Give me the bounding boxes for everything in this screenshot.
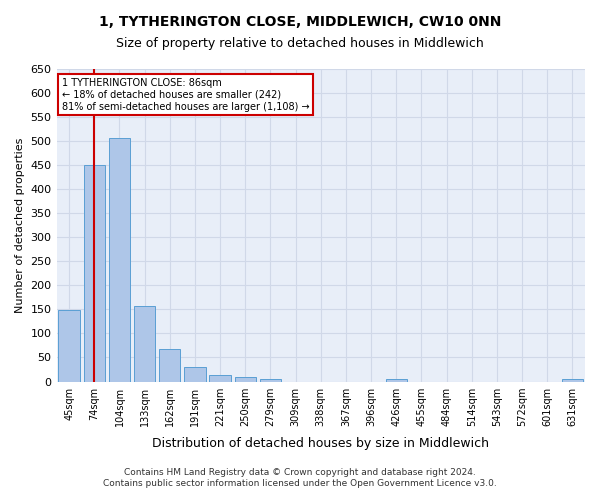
Text: Contains HM Land Registry data © Crown copyright and database right 2024.
Contai: Contains HM Land Registry data © Crown c…	[103, 468, 497, 487]
Text: 1, TYTHERINGTON CLOSE, MIDDLEWICH, CW10 0NN: 1, TYTHERINGTON CLOSE, MIDDLEWICH, CW10 …	[99, 15, 501, 29]
Bar	[260, 379, 281, 382]
Text: 1 TYTHERINGTON CLOSE: 86sqm
← 18% of detached houses are smaller (242)
81% of se: 1 TYTHERINGTON CLOSE: 86sqm ← 18% of det…	[62, 78, 310, 112]
Bar	[562, 378, 583, 382]
Bar	[83, 165, 105, 382]
Bar	[235, 377, 256, 382]
Bar	[159, 349, 181, 382]
X-axis label: Distribution of detached houses by size in Middlewich: Distribution of detached houses by size …	[152, 437, 489, 450]
Bar	[386, 378, 407, 382]
Bar	[58, 310, 80, 382]
Text: Size of property relative to detached houses in Middlewich: Size of property relative to detached ho…	[116, 38, 484, 51]
Y-axis label: Number of detached properties: Number of detached properties	[15, 138, 25, 313]
Bar	[134, 306, 155, 382]
Bar	[184, 367, 206, 382]
Bar	[209, 376, 231, 382]
Bar	[109, 138, 130, 382]
